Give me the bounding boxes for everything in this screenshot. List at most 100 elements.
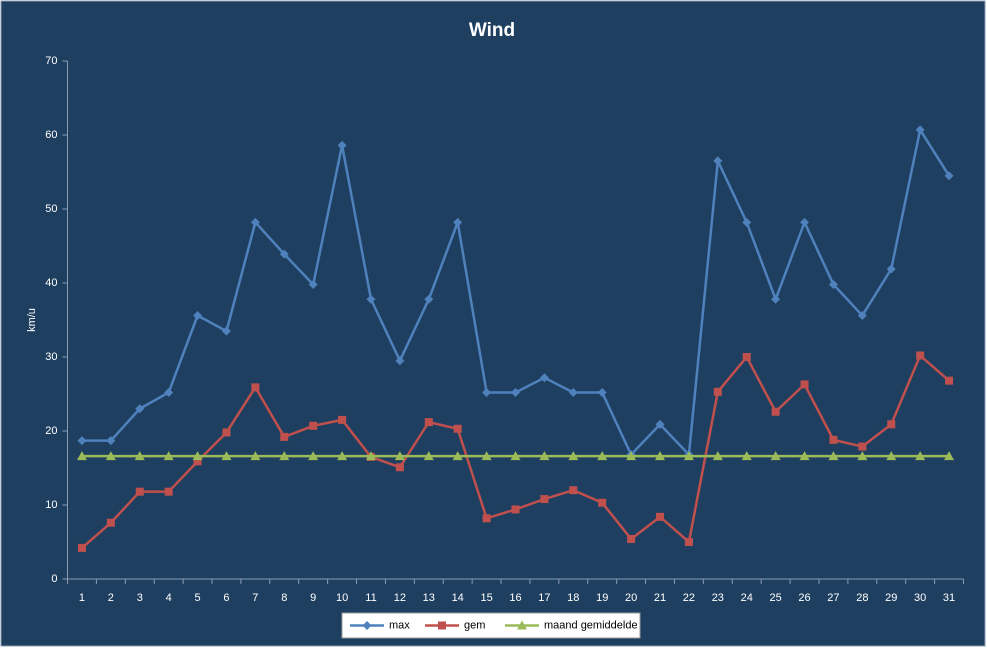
marker	[192, 451, 203, 461]
x-tick-label: 7	[252, 592, 258, 604]
marker	[76, 451, 87, 461]
marker	[568, 451, 579, 461]
marker	[887, 420, 896, 429]
x-tick-label: 15	[480, 592, 492, 604]
x-tick-label: 12	[394, 592, 406, 604]
x-tick-label: 1	[79, 592, 85, 604]
y-tick-label: 0	[51, 573, 57, 585]
marker	[163, 451, 174, 461]
marker	[598, 498, 607, 507]
x-tick-label: 24	[741, 592, 753, 604]
x-tick-label: 23	[712, 592, 724, 604]
marker	[105, 451, 116, 461]
marker	[771, 407, 780, 416]
y-tick-label: 60	[45, 129, 57, 141]
marker	[338, 415, 347, 424]
marker	[135, 404, 145, 414]
marker	[656, 512, 665, 521]
marker	[539, 373, 549, 383]
marker	[308, 451, 319, 461]
marker	[135, 487, 144, 496]
marker	[540, 495, 549, 504]
marker	[655, 419, 665, 429]
marker	[438, 621, 446, 630]
x-tick-label: 8	[281, 592, 287, 604]
chart-title: Wind	[469, 20, 515, 41]
x-tick-label: 22	[683, 592, 695, 604]
marker	[134, 451, 145, 461]
x-tick-label: 19	[596, 592, 608, 604]
marker	[337, 451, 348, 461]
x-tick-label: 9	[310, 592, 316, 604]
x-tick-label: 31	[943, 592, 955, 604]
marker	[800, 217, 810, 227]
marker	[250, 217, 260, 227]
marker	[539, 451, 550, 461]
marker	[221, 451, 232, 461]
marker	[395, 356, 405, 366]
x-tick-label: 6	[223, 592, 229, 604]
marker	[683, 451, 694, 461]
x-tick-label: 30	[914, 592, 926, 604]
marker	[280, 432, 289, 441]
marker	[626, 451, 637, 461]
marker	[517, 620, 527, 630]
legend-label: maand gemiddelde	[544, 619, 638, 631]
marker	[424, 418, 433, 427]
x-tick-label: 25	[770, 592, 782, 604]
marker	[394, 451, 405, 461]
x-tick-label: 2	[108, 592, 114, 604]
marker	[569, 486, 578, 495]
y-tick-label: 10	[45, 499, 57, 511]
marker	[857, 311, 867, 321]
x-tick-label: 10	[336, 592, 348, 604]
marker	[423, 451, 434, 461]
marker	[279, 249, 289, 259]
marker	[655, 451, 666, 461]
marker	[279, 451, 290, 461]
marker	[741, 451, 752, 461]
marker	[945, 376, 954, 385]
marker	[308, 279, 318, 289]
marker	[106, 518, 115, 527]
marker	[597, 388, 607, 398]
marker	[828, 451, 839, 461]
marker	[366, 294, 376, 304]
marker	[511, 388, 520, 398]
marker	[627, 535, 636, 544]
marker	[944, 451, 955, 461]
x-tick-label: 21	[654, 592, 666, 604]
marker	[452, 451, 463, 461]
marker	[944, 171, 954, 181]
y-tick-label: 30	[45, 351, 57, 363]
marker	[568, 388, 578, 398]
marker	[193, 311, 203, 321]
legend	[341, 612, 641, 639]
x-tick-label: 27	[827, 592, 839, 604]
x-tick-label: 29	[885, 592, 897, 604]
marker	[482, 514, 491, 523]
x-tick-label: 26	[798, 592, 810, 604]
marker	[481, 451, 492, 461]
marker	[453, 217, 463, 227]
marker	[77, 436, 87, 446]
marker	[164, 388, 174, 398]
marker	[424, 294, 434, 304]
x-tick-label: 14	[452, 592, 464, 604]
marker	[742, 353, 751, 361]
marker	[77, 543, 86, 552]
marker	[771, 294, 781, 304]
marker	[713, 387, 722, 396]
marker	[193, 457, 202, 466]
marker	[684, 538, 693, 546]
marker	[250, 451, 261, 461]
marker	[800, 380, 809, 389]
marker	[482, 388, 492, 398]
marker	[365, 451, 376, 461]
marker	[337, 140, 347, 150]
marker	[362, 621, 372, 630]
marker	[742, 217, 752, 227]
marker	[309, 421, 318, 430]
marker	[222, 428, 231, 437]
